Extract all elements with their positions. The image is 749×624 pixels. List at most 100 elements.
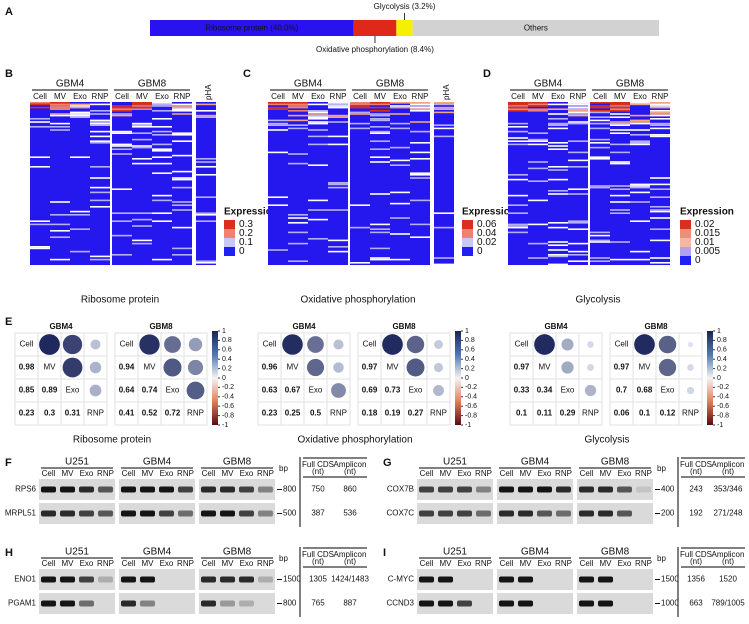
heatmap-stripe bbox=[528, 257, 548, 259]
legend-title: Expression bbox=[462, 207, 516, 218]
correlation-value: 0.29 bbox=[560, 409, 576, 418]
correlation-value: 0.34 bbox=[537, 386, 553, 395]
column-label: RNP bbox=[652, 92, 669, 101]
heatmap-stripe bbox=[328, 106, 348, 109]
heatmap-stripe bbox=[152, 126, 172, 128]
heatmap-stripe bbox=[630, 114, 650, 117]
heatmap-stripe bbox=[528, 140, 548, 142]
group-label: U251 bbox=[65, 457, 89, 468]
heatmap-stripe bbox=[288, 162, 308, 165]
correlation-circle bbox=[658, 335, 677, 354]
heatmap-stripe bbox=[90, 119, 110, 122]
heatmap-stripe bbox=[328, 114, 348, 117]
table-header: Amplicon bbox=[334, 460, 367, 469]
heatmap-stripe bbox=[630, 134, 650, 136]
group-label: GBM8 bbox=[138, 79, 167, 90]
heatmap-stripe bbox=[196, 260, 216, 262]
heatmap-stripe bbox=[288, 106, 308, 109]
legend-title: Expression bbox=[224, 207, 278, 218]
gel-band bbox=[258, 486, 273, 493]
table-header: Amplicon bbox=[334, 550, 367, 559]
heatmap-stripe bbox=[308, 209, 328, 211]
colorbar-tick-label: 0.4 bbox=[717, 356, 727, 363]
heatmap-stripe bbox=[650, 110, 670, 112]
correlation-circle bbox=[587, 364, 594, 371]
heatmap-stripe bbox=[650, 122, 670, 125]
lane-label: MV bbox=[600, 559, 613, 568]
gel-background bbox=[119, 593, 195, 614]
heatmap-stripe bbox=[650, 262, 670, 264]
heatmap-stripe bbox=[172, 113, 192, 115]
heatmap-stripe bbox=[196, 174, 216, 176]
table-cell: 750 bbox=[311, 485, 325, 494]
table-cell: 663 bbox=[689, 599, 703, 608]
bar-segment bbox=[150, 20, 354, 36]
matrix-title: GBM4 bbox=[292, 322, 316, 331]
gel-band bbox=[537, 510, 552, 517]
heatmap-stripe bbox=[590, 127, 610, 130]
heatmap-stripe bbox=[350, 106, 370, 109]
heatmap-stripe bbox=[630, 183, 650, 186]
heatmap-stripe bbox=[434, 103, 454, 106]
heatmap-stripe bbox=[590, 260, 610, 262]
heatmap-stripe bbox=[90, 255, 110, 258]
heatmap-stripe bbox=[568, 102, 588, 104]
heatmap-stripe bbox=[172, 226, 192, 229]
heatmap-stripe bbox=[508, 103, 528, 106]
heatmap-stripe bbox=[90, 121, 110, 123]
column-label: Cell bbox=[593, 92, 607, 101]
heatmap-stripe bbox=[568, 114, 588, 117]
heatmap-stripe bbox=[650, 134, 670, 136]
heatmap-stripe bbox=[370, 119, 390, 122]
gel-band bbox=[258, 576, 273, 583]
variable-label: Exo bbox=[166, 386, 180, 395]
heatmap-stripe bbox=[390, 258, 410, 261]
heatmap-stripe bbox=[590, 185, 610, 187]
lane-label: RNP bbox=[97, 559, 114, 568]
heatmap-stripe bbox=[268, 249, 288, 251]
heatmap-stripe bbox=[410, 158, 430, 160]
table-cell: 1424/1483 bbox=[331, 575, 369, 584]
gel-background bbox=[497, 479, 573, 500]
lane-label: MV bbox=[62, 559, 75, 568]
heatmap-stripe bbox=[112, 108, 132, 110]
group-label: GBM4 bbox=[143, 457, 172, 468]
lane-label: Exo bbox=[538, 469, 552, 478]
unit-label: bp bbox=[279, 554, 288, 563]
variable-label: Exo bbox=[309, 386, 323, 395]
heatmap-stripe bbox=[590, 186, 610, 189]
heatmap-stripe bbox=[370, 193, 390, 195]
heatmap-stripe bbox=[568, 193, 588, 195]
heatmap-stripe bbox=[30, 118, 50, 120]
panel-label: I bbox=[383, 547, 386, 559]
heatmap-stripe bbox=[350, 226, 370, 229]
gel-band bbox=[60, 600, 75, 607]
heatmap-stripe bbox=[196, 103, 216, 106]
colorbar-tick-label: 0.6 bbox=[222, 347, 232, 354]
heatmap-stripe bbox=[568, 105, 588, 107]
correlation-circle bbox=[62, 334, 83, 355]
variable-label: RNP bbox=[87, 409, 104, 418]
heatmap-stripe bbox=[30, 246, 50, 248]
heatmap-stripe bbox=[70, 250, 90, 253]
heatmap-stripe bbox=[308, 116, 328, 118]
colorbar-tick-label: -0.2 bbox=[717, 384, 729, 391]
heatmap-stripe bbox=[328, 116, 348, 118]
marker-label: 1000 bbox=[661, 599, 679, 608]
heatmap-stripe bbox=[328, 102, 348, 104]
heatmap-stripe bbox=[590, 142, 610, 144]
heatmap-stripe bbox=[590, 234, 610, 237]
table-cell: 1520 bbox=[719, 575, 737, 584]
heatmap-background bbox=[70, 102, 90, 265]
lane-label: MV bbox=[440, 559, 453, 568]
table-header: (nt) bbox=[344, 467, 356, 476]
correlation-circle bbox=[433, 385, 444, 396]
heatmap-stripe bbox=[308, 129, 328, 131]
correlation-circle bbox=[687, 364, 694, 371]
heatmap-stripe bbox=[630, 121, 650, 123]
heatmap-stripe bbox=[650, 209, 670, 211]
heatmap-stripe bbox=[30, 102, 50, 104]
heatmap-stripe bbox=[288, 214, 308, 216]
heatmap-stripe bbox=[50, 214, 70, 216]
heatmap-stripe bbox=[196, 110, 216, 112]
